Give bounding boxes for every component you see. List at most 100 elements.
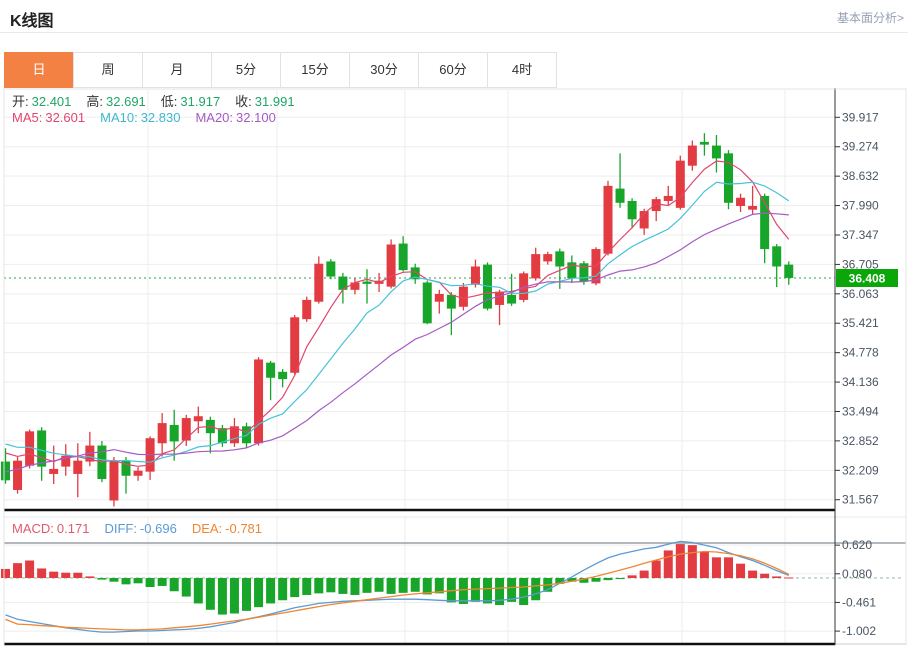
- legend-value: 32.601: [45, 110, 86, 125]
- candlestick: [61, 455, 71, 467]
- legend-value: 32.830: [140, 110, 181, 125]
- candlestick: [603, 185, 613, 254]
- legend-label: MA5:: [12, 110, 43, 125]
- header-divider: [0, 32, 908, 33]
- candlestick: [338, 276, 348, 290]
- diff-line: [5, 540, 790, 633]
- candlestick: [615, 188, 625, 203]
- period-tabbar: 日周月 5分 15分 30分 60分 4时: [4, 52, 557, 88]
- legend-value: -0.781: [225, 521, 263, 536]
- macd-hist-bar: [133, 578, 143, 584]
- macd-hist-bar: [37, 568, 47, 578]
- legend-item: MACD: 0.171: [12, 521, 89, 536]
- macd-hist-bar: [181, 578, 191, 597]
- candlestick: [410, 267, 420, 280]
- candlestick: [748, 206, 758, 210]
- legend-label: 高:: [86, 94, 104, 109]
- macd-hist-bar: [205, 578, 215, 610]
- macd-hist-bar: [254, 578, 264, 608]
- macd-hist-bar: [145, 578, 155, 588]
- macd-hist-bar: [217, 578, 227, 615]
- candlestick: [675, 160, 685, 208]
- tab-h4[interactable]: 4时: [487, 52, 557, 88]
- ma10-line: [5, 181, 790, 463]
- macd-hist-bar: [784, 577, 794, 579]
- legend-label: DIFF:: [104, 521, 137, 536]
- macd-hist-bar: [603, 578, 613, 581]
- legend-value: 32.691: [106, 94, 146, 109]
- macd-hist-bar: [687, 545, 697, 578]
- candlestick: [13, 460, 23, 490]
- candlestick: [49, 468, 59, 474]
- macd-hist-bar: [314, 578, 324, 594]
- candlestick: [458, 286, 468, 307]
- macd-hist-bar: [109, 578, 119, 582]
- macd-hist-bar: [555, 578, 565, 584]
- candlestick: [1, 461, 10, 481]
- macd-hist-bar: [772, 576, 782, 578]
- macd-hist-bar: [434, 578, 444, 594]
- fundamental-analysis-link[interactable]: 基本面分析>: [836, 11, 904, 25]
- candlestick: [25, 431, 35, 466]
- candlestick: [495, 291, 505, 305]
- macd-hist-bar: [242, 578, 251, 611]
- candlestick: [543, 254, 553, 262]
- y-axis-label: 34.778: [842, 346, 879, 360]
- page-title: K线图: [10, 13, 54, 30]
- y-axis-label: 34.136: [842, 375, 879, 389]
- candlestick: [687, 145, 697, 166]
- dea-line: [5, 550, 790, 631]
- candlestick: [193, 416, 203, 422]
- candlestick: [326, 261, 336, 277]
- candlestick: [567, 262, 577, 279]
- candlestick: [362, 281, 372, 284]
- tab-m5[interactable]: 5分: [211, 52, 281, 88]
- macd-hist-bar: [266, 578, 276, 604]
- macd-y-axis-label: -1.002: [842, 624, 876, 638]
- candlestick: [579, 263, 589, 282]
- y-axis-label: 37.347: [842, 228, 879, 242]
- macd-hist-bar: [85, 576, 95, 578]
- legend-item: DEA: -0.781: [192, 521, 262, 536]
- tab-week[interactable]: 周: [73, 52, 143, 88]
- legend-item: MA20: 32.100: [195, 110, 275, 125]
- macd-hist-bar: [121, 578, 131, 585]
- macd-y-axis-label: 0.080: [842, 567, 872, 581]
- macd-hist-bar: [470, 578, 480, 602]
- y-axis-label: 32.209: [842, 463, 879, 477]
- tab-day[interactable]: 日: [4, 52, 74, 88]
- legend-value: 32.100: [236, 110, 276, 125]
- kline-chart-canvas[interactable]: 39.917 39.274 38.632 37.990 37.347 36.705 36.0…: [0, 88, 908, 647]
- tab-m60[interactable]: 60分: [418, 52, 488, 88]
- candlestick: [446, 294, 456, 309]
- candlestick: [121, 460, 131, 476]
- macd-hist-bar: [49, 571, 59, 578]
- candlestick: [398, 243, 408, 271]
- legend-value: 31.917: [180, 94, 221, 109]
- legend-label: MA10:: [100, 110, 138, 125]
- candlestick: [699, 141, 709, 145]
- macd-hist-bar: [338, 578, 348, 594]
- candlestick: [772, 246, 782, 267]
- candlestick: [157, 423, 167, 444]
- kline-chart-area[interactable]: 39.917 39.274 38.632 37.990 37.347 36.705 36.0…: [0, 88, 908, 647]
- macd-hist-bar: [302, 578, 312, 595]
- candlestick: [266, 362, 276, 378]
- ohlc-legend: 开: 32.401 高: 32.691 低: 31.917 收: 31.991: [12, 91, 310, 110]
- tab-m15[interactable]: 15分: [280, 52, 350, 88]
- legend-label: MA20:: [195, 110, 234, 125]
- y-axis-label: 32.852: [842, 434, 879, 448]
- candlestick: [386, 244, 396, 287]
- tab-month[interactable]: 月: [142, 52, 212, 88]
- macd-hist-bar: [567, 578, 577, 582]
- y-axis-label: 35.421: [842, 316, 879, 330]
- candlestick: [736, 197, 746, 207]
- macd-hist-bar: [699, 552, 709, 578]
- tab-m30[interactable]: 30分: [349, 52, 419, 88]
- macd-hist-bar: [157, 578, 167, 586]
- candlestick: [627, 200, 637, 220]
- macd-hist-bar: [507, 578, 517, 602]
- current-price-tag-value: 36.408: [849, 272, 886, 286]
- y-axis-label: 33.494: [842, 404, 879, 418]
- macd-hist-bar: [711, 557, 721, 578]
